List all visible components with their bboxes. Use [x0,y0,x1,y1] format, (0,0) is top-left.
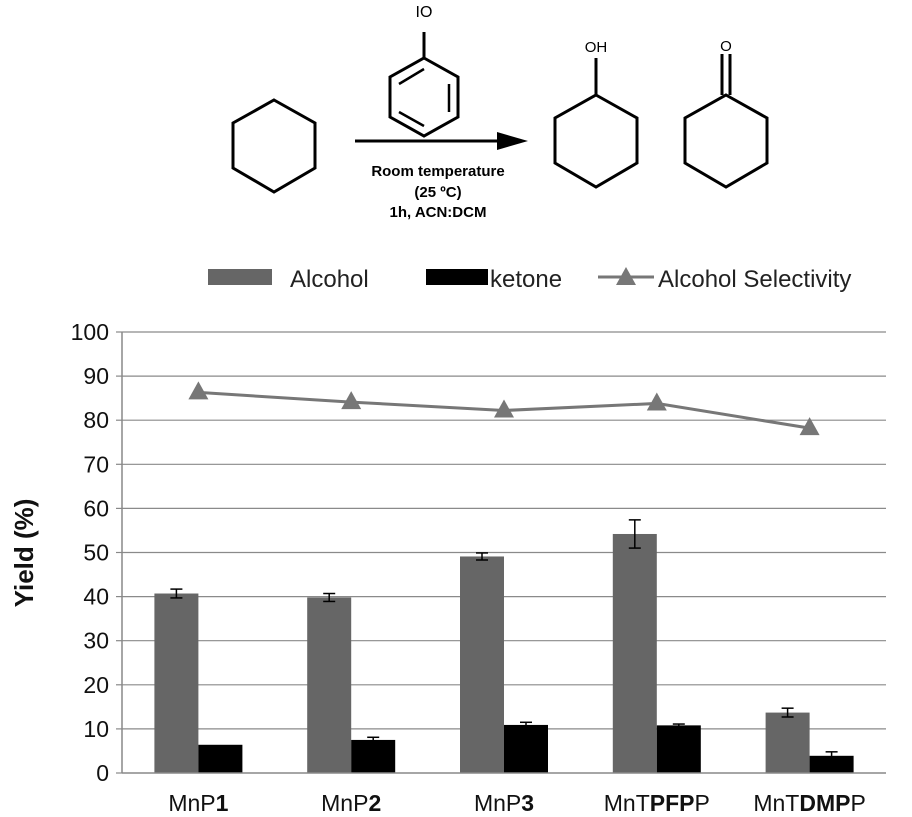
y-tick-label: 100 [71,319,109,345]
selectivity-marker [188,381,209,400]
carbonyl-label: O [720,38,732,55]
condition-degrees: (25 ºC) [414,184,461,201]
reaction-conditions: Room temperature (25 ºC) 1h, ACN:DCM [371,163,504,221]
selectivity-marker [494,399,514,418]
cyclohexanone-structure [683,54,769,189]
y-tick-label: 40 [83,584,109,610]
bars [154,519,854,773]
ketone-bar [198,744,243,773]
reaction-arrow [355,132,528,150]
y-tick-label: 10 [83,716,109,742]
y-tick-label: 20 [83,672,109,698]
y-tick-label: 0 [96,760,109,786]
ketone-bar [351,739,396,773]
iodosobenzene-structure [388,32,460,138]
x-tick-labels: MnP1 MnP2 MnP3 MnTPFPP MnTDMPP [168,790,865,816]
ketone-bar [504,724,548,773]
y-tick-label: 30 [83,628,109,654]
alcohol-bar [154,593,199,773]
ketone-bar [656,725,701,773]
legend-marker-selectivity [616,267,636,285]
y-tick-label: 70 [83,451,109,477]
ketone-bar [809,755,854,773]
legend-label-selectivity: Alcohol Selectivity [658,266,851,293]
x-tick-label: MnTDMPP [753,790,865,816]
condition-time-solvent: 1h, ACN:DCM [390,204,487,221]
y-axis-label: Yield (%) [9,499,39,608]
reagent-label: IO [416,4,433,21]
alcohol-bar [765,712,810,773]
selectivity-series [188,381,820,436]
legend-swatch-ketone [426,269,488,285]
legend-label-alcohol: Alcohol [290,266,369,293]
y-tick-label: 60 [83,495,109,521]
y-tick-label: 50 [83,540,109,566]
legend-label-ketone: ketone [490,266,562,293]
reaction-scheme: IO Room temperature (25 ºC) 1h, ACN:DCM … [231,4,769,221]
alcohol-bar [460,556,504,773]
y-tick-label: 90 [83,363,109,389]
x-tick-label: MnP1 [168,790,228,816]
condition-temperature: Room temperature [371,163,504,180]
cyclohexanol-structure [553,58,639,189]
x-tick-label: MnP3 [474,790,534,816]
legend-swatch-alcohol [208,269,272,285]
selectivity-marker [799,417,820,436]
selectivity-marker [341,391,362,410]
x-tick-label: MnTPFPP [604,790,710,816]
alcohol-bar [612,533,657,773]
legend: Alcohol ketone Alcohol Selectivity [208,266,851,293]
alcohol-bar [307,597,352,773]
cyclohexane-structure [231,98,317,194]
selectivity-marker [646,392,667,411]
y-tick-labels: 0 10 20 30 40 50 60 70 80 90 100 [71,319,109,786]
hydroxyl-label: OH [585,39,608,56]
y-tick-label: 80 [83,407,109,433]
x-tick-label: MnP2 [321,790,381,816]
